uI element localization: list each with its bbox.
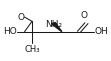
Text: CH₃: CH₃ xyxy=(24,45,40,54)
Text: O: O xyxy=(18,13,25,22)
Text: NH₂: NH₂ xyxy=(45,20,62,29)
Text: O: O xyxy=(81,10,88,20)
Polygon shape xyxy=(52,23,62,32)
Text: HO: HO xyxy=(3,27,17,36)
Text: OH: OH xyxy=(94,27,108,36)
